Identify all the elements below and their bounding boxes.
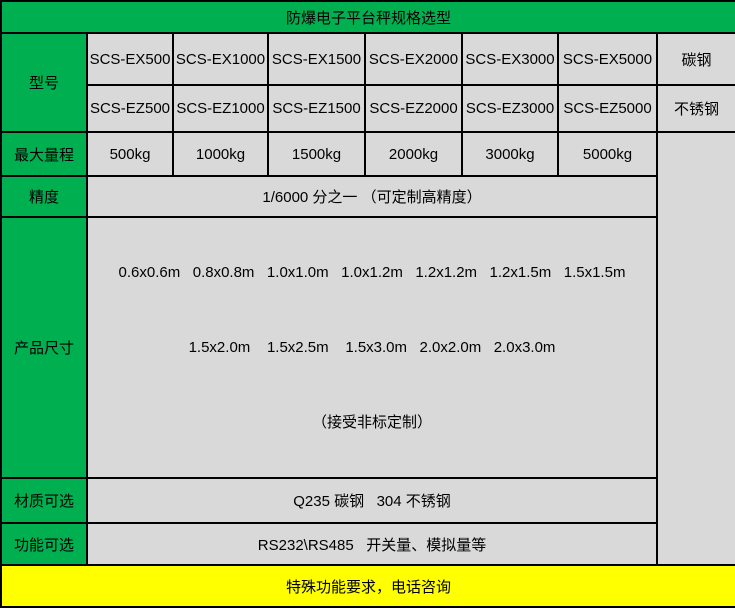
title-row: 防爆电子平台秤规格选型: [0, 0, 735, 34]
capacity-cell: 2000kg: [364, 131, 463, 177]
row-label-capacity: 最大量程: [0, 131, 88, 177]
material-value: Q235 碳钢 304 不锈钢: [86, 477, 658, 524]
dimensions-line-2: 1.5x2.0m 1.5x2.5m 1.5x3.0m 2.0x2.0m 2.0x…: [188, 339, 556, 356]
model-cell: SCS-EZ1500: [267, 84, 366, 133]
model-cell: SCS-EX500: [86, 32, 174, 86]
row-label-function: 功能可选: [0, 522, 88, 566]
model-cell: SCS-EX1500: [267, 32, 366, 86]
model-cell: SCS-EX3000: [461, 32, 559, 86]
function-row: 功能可选 RS232\RS485 开关量、模拟量等: [0, 522, 735, 566]
empty-merged-cell: [655, 131, 735, 566]
dimensions-line-3: （接受非标定制）: [311, 414, 432, 431]
row-label-dimensions: 产品尺寸: [0, 216, 88, 479]
model-row-ex: 型号 SCS-EX500 SCS-EX1000 SCS-EX1500 SCS-E…: [0, 32, 735, 133]
capacity-cell: 500kg: [86, 131, 174, 177]
model-cell: SCS-EZ2000: [364, 84, 463, 133]
material-carbon-steel-cell: 碳钢: [655, 32, 735, 86]
model-cell: SCS-EZ3000: [461, 84, 559, 133]
dimensions-row: 产品尺寸 0.6x0.6m 0.8x0.8m 1.0x1.0m 1.0x1.2m…: [0, 216, 735, 479]
capacity-cell: 5000kg: [557, 131, 658, 177]
dimensions-line-1: 0.6x0.6m 0.8x0.8m 1.0x1.0m 1.0x1.2m 1.2x…: [118, 264, 626, 281]
capacity-cell: 3000kg: [461, 131, 559, 177]
material-row: 材质可选 Q235 碳钢 304 不锈钢: [0, 477, 735, 524]
model-row-ez: SCS-EZ500 SCS-EZ1000 SCS-EZ1500 SCS-EZ20…: [1, 84, 735, 133]
model-cell: SCS-EX5000: [557, 32, 658, 86]
table-title: 防爆电子平台秤规格选型: [0, 0, 735, 34]
model-cell: SCS-EZ1000: [172, 84, 269, 133]
material-stainless-steel-cell: 不锈钢: [655, 84, 735, 133]
model-cell: SCS-EX1000: [172, 32, 269, 86]
capacity-cell: 1500kg: [267, 131, 366, 177]
row-label-precision: 精度: [0, 175, 88, 218]
precision-value: 1/6000 分之一 （可定制高精度）: [86, 175, 658, 218]
model-cell: SCS-EX2000: [364, 32, 463, 86]
capacity-row: 最大量程 500kg 1000kg 1500kg 2000kg 3000kg 5…: [0, 131, 735, 566]
capacity-cell: 1000kg: [172, 131, 269, 177]
footer-note: 特殊功能要求，电话咨询: [0, 564, 735, 608]
footer-row: 特殊功能要求，电话咨询: [0, 564, 735, 608]
precision-row: 精度 1/6000 分之一 （可定制高精度）: [0, 175, 735, 218]
function-value: RS232\RS485 开关量、模拟量等: [86, 522, 658, 566]
dimensions-value: 0.6x0.6m 0.8x0.8m 1.0x1.0m 1.0x1.2m 1.2x…: [86, 216, 658, 479]
row-label-material: 材质可选: [0, 477, 88, 524]
model-cell: SCS-EZ500: [86, 84, 174, 133]
row-label-model: 型号: [0, 32, 88, 133]
model-cell: SCS-EZ5000: [557, 84, 658, 133]
